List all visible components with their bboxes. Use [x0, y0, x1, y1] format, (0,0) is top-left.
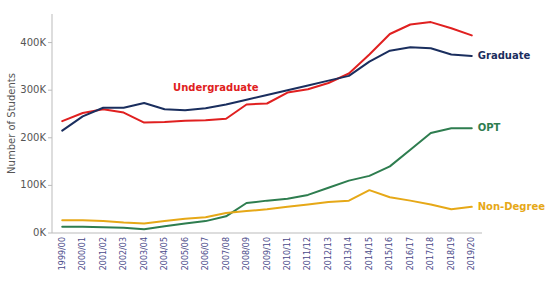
x-tick-label: 2004/05	[160, 237, 169, 270]
x-tick-label: 2012/13	[324, 237, 333, 270]
x-tick-label: 2007/08	[222, 237, 231, 270]
y-tick-label: 100K	[20, 179, 46, 190]
series-line	[62, 128, 472, 229]
plot-lines	[62, 22, 472, 229]
x-tick-label: 2005/06	[181, 237, 190, 270]
chart: 0K 100K 200K 300K 400K Number of Students 1999…	[0, 0, 554, 283]
x-tick-label: 2002/03	[119, 237, 128, 270]
series-label: Non-Degree	[478, 201, 545, 212]
y-tick	[48, 137, 52, 138]
x-tick-label: 2000/01	[78, 237, 87, 270]
x-axis	[52, 233, 482, 234]
y-tick	[48, 185, 52, 186]
x-tick-label: 2013/14	[344, 237, 353, 270]
x-tick-label: 2015/16	[385, 237, 394, 270]
x-tick-label: 2009/10	[263, 237, 272, 270]
y-tick-label: 0K	[33, 227, 46, 238]
series-label: OPT	[478, 122, 501, 133]
y-axis-label: Number of Students	[6, 73, 17, 174]
x-tick-label: 2001/02	[99, 237, 108, 270]
series-line	[62, 190, 472, 223]
y-tick-label: 300K	[20, 84, 46, 95]
x-tick-label: 2006/07	[201, 237, 210, 270]
x-tick-label: 2011/12	[303, 237, 312, 270]
x-tick-label: 2014/15	[365, 237, 374, 270]
series-line	[62, 47, 472, 130]
x-tick-label: 2017/18	[426, 237, 435, 270]
x-tick-label: 2010/11	[283, 237, 292, 270]
x-tick-label: 2008/09	[242, 237, 251, 270]
y-axis	[52, 14, 53, 233]
x-tick-label: 2016/17	[406, 237, 415, 270]
y-tick	[48, 42, 52, 43]
x-tick-label: 2019/20	[467, 237, 476, 270]
x-tick-label: 1999/00	[58, 237, 67, 270]
series-label: Graduate	[478, 50, 531, 61]
x-tick-label: 2018/19	[447, 237, 456, 270]
series-label: Undergraduate	[173, 82, 259, 93]
y-tick	[48, 90, 52, 91]
y-tick-label: 200K	[20, 132, 46, 143]
y-tick-label: 400K	[20, 37, 46, 48]
x-tick-label: 2003/04	[140, 237, 149, 270]
y-tick	[48, 233, 52, 234]
